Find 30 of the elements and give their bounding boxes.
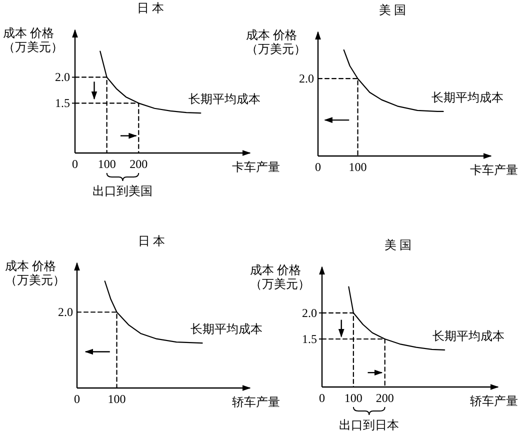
series-label: 长期平均成本 <box>431 90 504 104</box>
x-tick-label: 100 <box>348 160 367 174</box>
chart-title: 日 本 <box>138 234 165 248</box>
x-tick-label: 0 <box>319 391 325 405</box>
series-label: 长期平均成本 <box>432 328 505 343</box>
y-tick-label: 1.5 <box>302 332 317 346</box>
y-axis-title: 成本 价格（万美元） <box>5 259 66 287</box>
y-axis-title: 成本 价格（万美元） <box>3 26 64 54</box>
x-tick-label: 200 <box>130 157 148 171</box>
y-axis-title: 成本 价格（万美元） <box>250 263 311 291</box>
x-tick-label: 0 <box>315 160 321 174</box>
chart-title: 美 国 <box>379 3 406 17</box>
chart-title: 美 国 <box>384 238 412 252</box>
x-axis-title: 轿车产量 <box>232 395 280 409</box>
x-tick-label: 0 <box>72 157 78 171</box>
x-tick-label: 100 <box>108 392 126 406</box>
x-axis-title: 轿车产量 <box>470 394 518 408</box>
series-label: 长期平均成本 <box>190 322 262 336</box>
y-axis-title: 成本 价格（万美元） <box>246 28 307 56</box>
y-tick-label: 1.5 <box>55 96 70 110</box>
x-axis-title: 卡车产量 <box>470 163 518 177</box>
series-label: 长期平均成本 <box>188 92 261 106</box>
chart-title: 日 本 <box>137 1 164 15</box>
x-tick-label: 100 <box>344 391 362 405</box>
text: 出口到美国 <box>92 184 153 198</box>
x-axis-title: 卡车产量 <box>232 160 280 174</box>
x-tick-label: 200 <box>376 391 394 405</box>
x-tick-label: 0 <box>74 392 80 406</box>
text: 出口到日本 <box>339 418 400 432</box>
x-tick-label: 100 <box>98 157 116 171</box>
